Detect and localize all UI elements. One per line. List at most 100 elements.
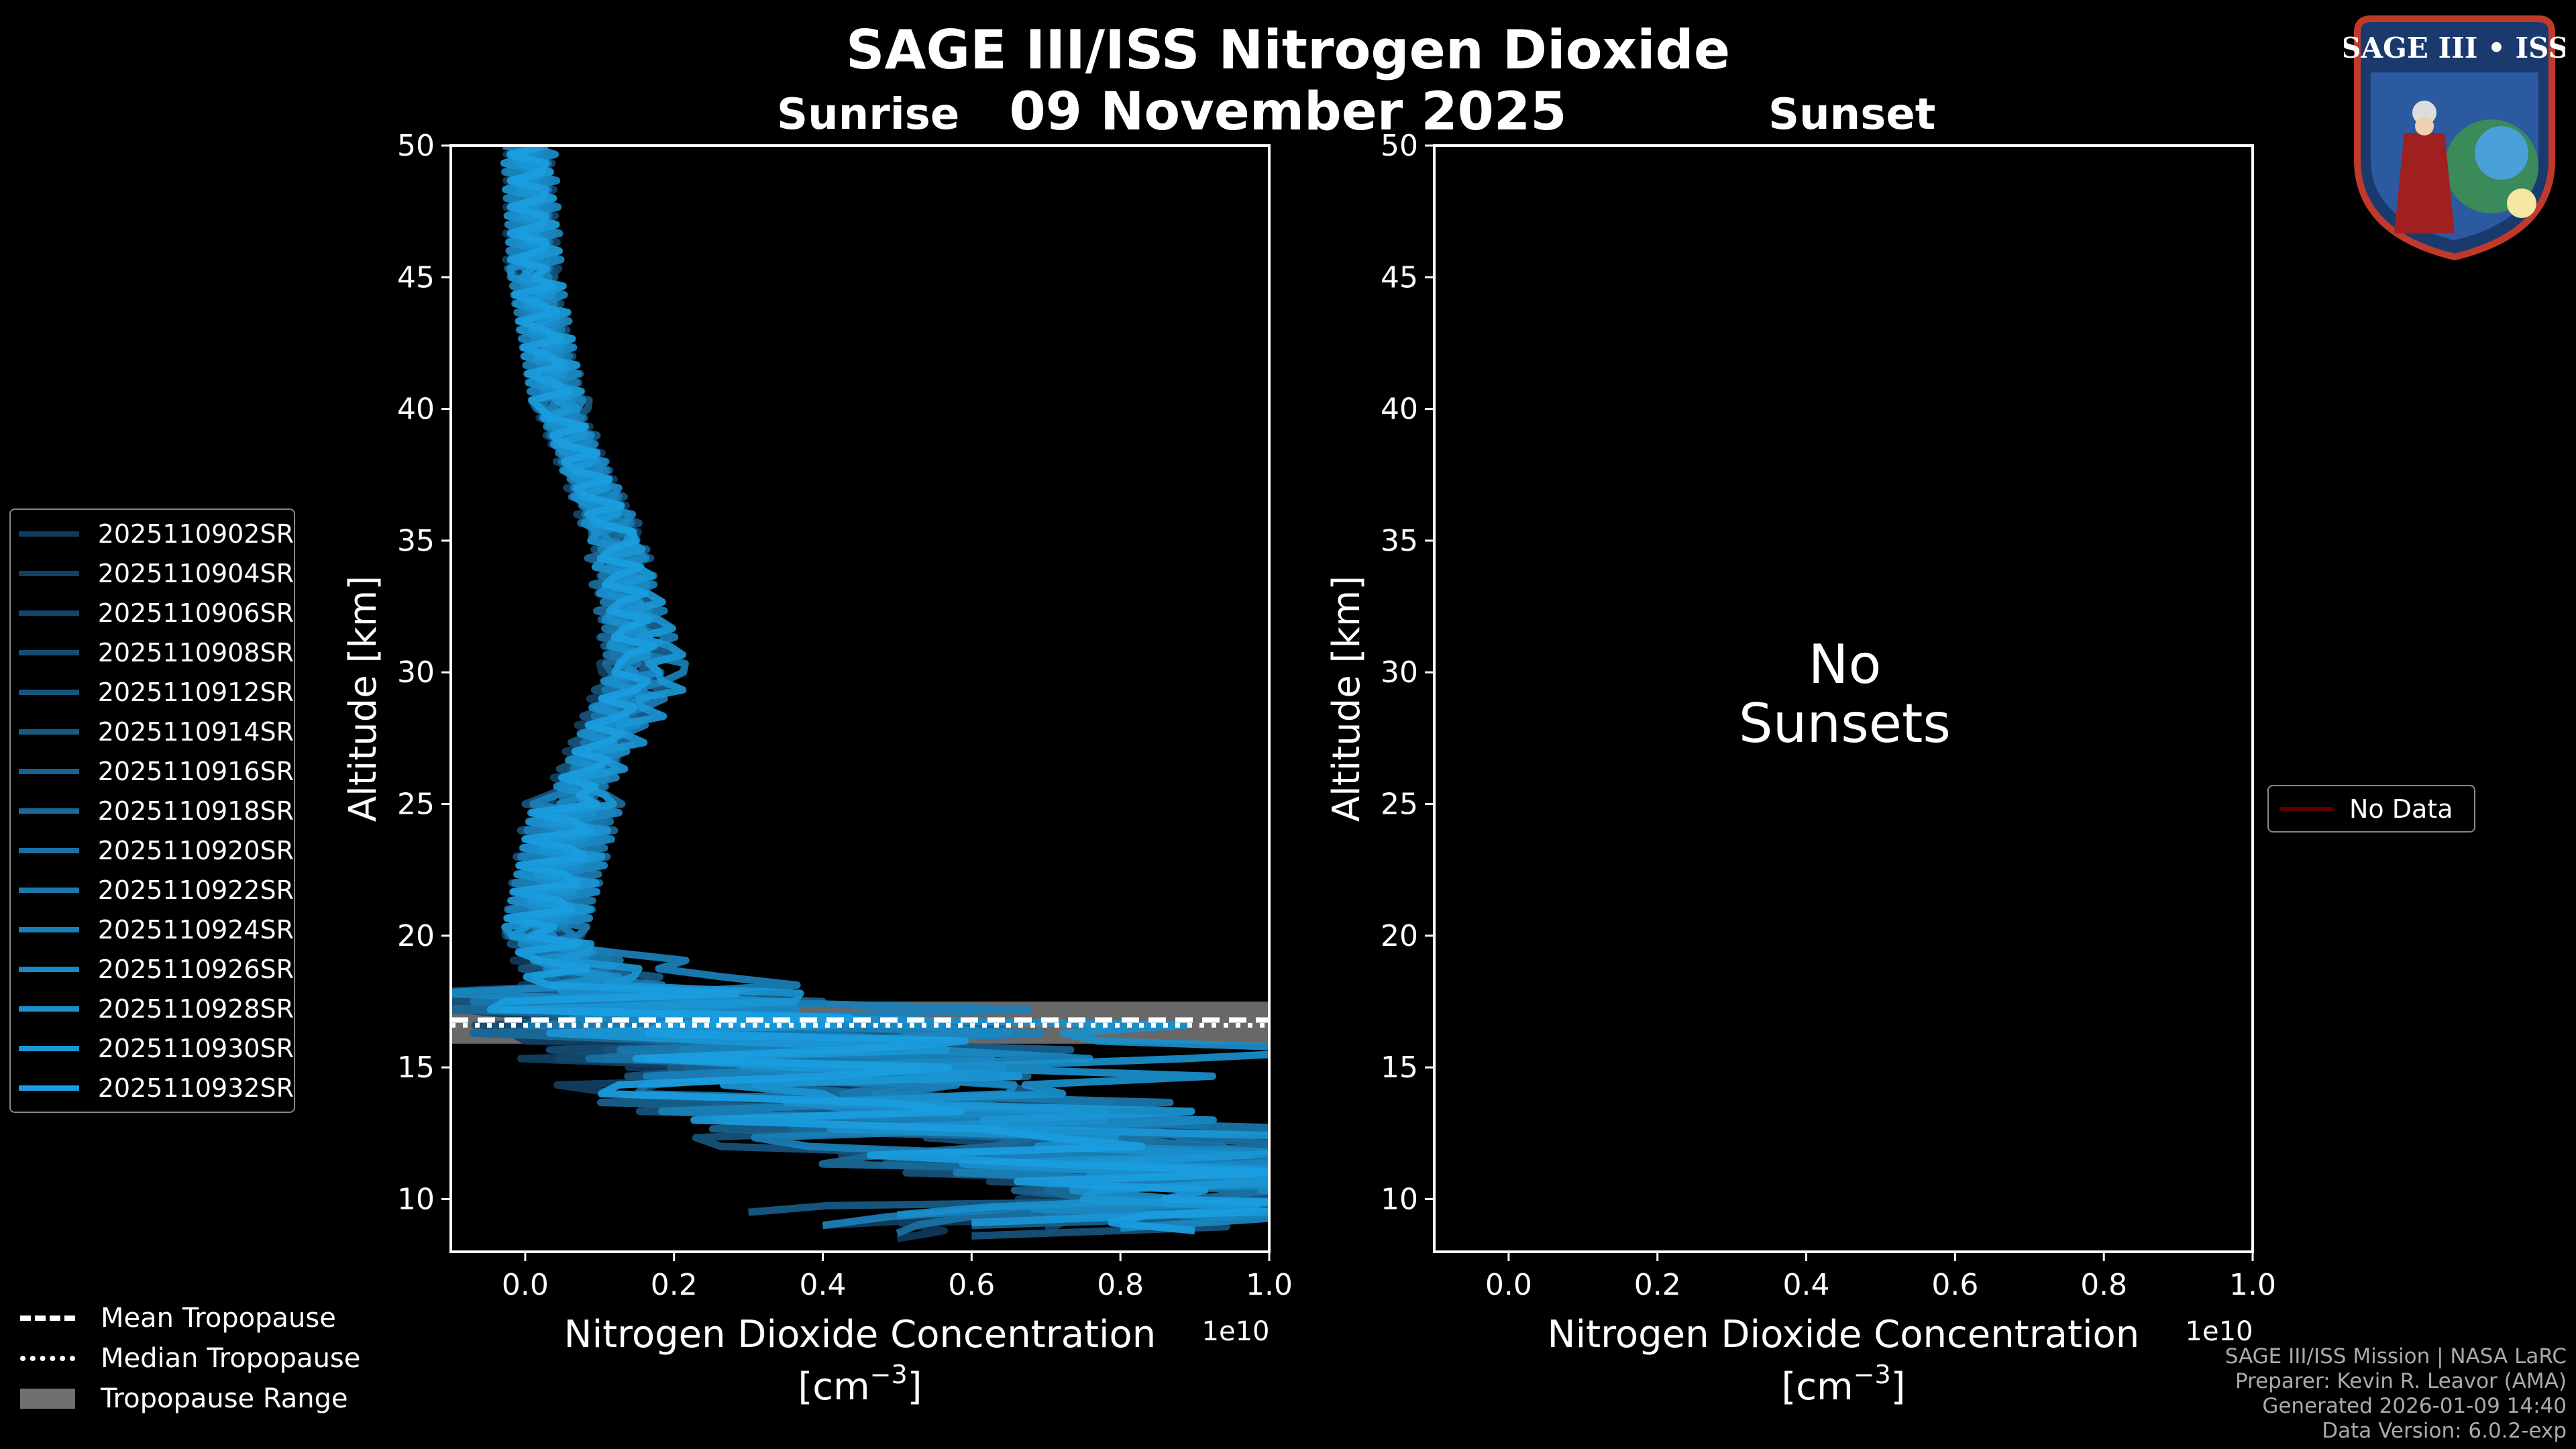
- legend-entry: 2025110906SR: [11, 593, 294, 633]
- plot-area: [451, 146, 1269, 1242]
- legend-label: 2025110914SR: [97, 716, 294, 747]
- y-tick-label: 50: [1381, 129, 1418, 163]
- legend-label: 2025110912SR: [97, 677, 294, 707]
- legend-label: 2025110906SR: [97, 598, 294, 628]
- chart-title: SAGE III/ISS Nitrogen Dioxide: [845, 19, 1731, 81]
- legend-entry: 2025110908SR: [11, 633, 294, 672]
- y-tick-label: 30: [1381, 655, 1418, 690]
- legend-label: 2025110928SR: [97, 994, 294, 1024]
- legend-line-swatch: [19, 887, 79, 893]
- legend-line-swatch: [19, 966, 79, 972]
- x-tick-label: 0.4: [1783, 1268, 1830, 1302]
- legend-entry: No Data: [2269, 789, 2474, 828]
- legend-line-swatch: [19, 1006, 79, 1012]
- legend-line-swatch: [19, 729, 79, 735]
- x-axis-label-units: [cm−3]: [798, 1360, 922, 1409]
- legend-label: 2025110930SR: [97, 1033, 294, 1063]
- range-swatch: [20, 1389, 75, 1409]
- legend-entry: 2025110926SR: [11, 949, 294, 989]
- legend-label: 2025110922SR: [97, 875, 294, 905]
- legend-label: No Data: [2349, 794, 2453, 824]
- no-sunsets-text: No: [1809, 633, 1882, 696]
- dashed-line-swatch: [20, 1316, 75, 1321]
- y-tick-label: 10: [1381, 1182, 1418, 1216]
- sunrise-panel: 10 15 20 25 30 35 40 45 50 0.0 0.2 0.4 0.6 0.8 1.0 1e10…: [341, 129, 1293, 1409]
- legend-line-swatch: [19, 768, 79, 774]
- legend-entry-range: Tropopause Range: [20, 1379, 360, 1419]
- y-tick-label: 45: [1381, 260, 1418, 294]
- profile-line-2025110932SR: [486, 146, 1269, 1235]
- legend-line-swatch: [19, 610, 79, 616]
- y-tick-label: 35: [1381, 524, 1418, 558]
- legend-line-swatch: [19, 847, 79, 853]
- x-offset-label: 1e10: [1202, 1316, 1270, 1347]
- legend-entry: 2025110922SR: [11, 870, 294, 910]
- legend-entry: 2025110928SR: [11, 989, 294, 1028]
- legend-line-swatch: [19, 649, 79, 655]
- sunset-panel: 10 15 20 25 30 35 40 45 50 0.0 0.2 0.4 0.6 0.8 1.0 1e10…: [1325, 129, 2276, 1409]
- legend-label: 2025110932SR: [97, 1073, 294, 1103]
- plot-frame: [1433, 144, 2254, 1253]
- legend-label: 2025110924SR: [97, 914, 294, 945]
- legend-label: Tropopause Range: [101, 1383, 348, 1414]
- y-tick-label: 10: [397, 1182, 435, 1216]
- y-tick-label: 35: [397, 524, 435, 558]
- credit-line: Preparer: Kevin R. Leavor (AMA): [2235, 1369, 2567, 1393]
- legend-label: 2025110916SR: [97, 756, 294, 786]
- x-tick-label: 0.4: [800, 1268, 847, 1302]
- legend-entry: 2025110914SR: [11, 712, 294, 751]
- credit-line: Generated 2026-01-09 14:40: [2262, 1394, 2567, 1418]
- legend-entry: 2025110902SR: [11, 514, 294, 553]
- legend-entry: 2025110918SR: [11, 791, 294, 830]
- legend-line-swatch: [19, 1085, 79, 1091]
- y-tick-label: 25: [1381, 788, 1418, 822]
- plot-frame: [449, 144, 1271, 1253]
- y-tick-label: 20: [397, 919, 435, 953]
- x-tick-label: 0.8: [2080, 1268, 2127, 1302]
- legend-line-swatch: [19, 926, 79, 932]
- y-tick-label: 25: [397, 788, 435, 822]
- legend-entry: 2025110930SR: [11, 1028, 294, 1068]
- credits: SAGE III/ISS Mission | NASA LaRC Prepare…: [2225, 1344, 2567, 1444]
- x-axis-label: Nitrogen Dioxide Concentration: [1548, 1313, 2140, 1356]
- legend-entry-mean: Mean Tropopause: [20, 1298, 360, 1338]
- legend-label: Median Tropopause: [101, 1343, 361, 1374]
- legend-label: 2025110926SR: [97, 954, 294, 984]
- legend-entry: 2025110904SR: [11, 553, 294, 593]
- y-tick-label: 40: [1381, 392, 1418, 427]
- x-tick-label: 0.0: [502, 1268, 549, 1302]
- legend-label: 2025110918SR: [97, 796, 294, 826]
- y-tick-label: 30: [397, 655, 435, 690]
- y-tick-label: 15: [1381, 1051, 1418, 1085]
- y-axis-label: Altitude [km]: [1325, 576, 1368, 822]
- legend-entry: 2025110912SR: [11, 672, 294, 712]
- logo-text: SAGE III • ISS: [2344, 32, 2565, 64]
- dotted-line-swatch: [20, 1356, 75, 1361]
- legend-entry: 2025110932SR: [11, 1068, 294, 1108]
- chart-date: 09 November 2025: [1009, 82, 1567, 142]
- x-tick-label: 0.2: [1634, 1268, 1681, 1302]
- x-tick-label: 1.0: [1246, 1268, 1293, 1302]
- legend-line-swatch: [19, 808, 79, 814]
- sunrise-legend: 2025110902SR 2025110904SR 2025110906SR 2025…: [9, 508, 295, 1113]
- sunset-legend: No Data: [2267, 785, 2475, 833]
- legend-label: 2025110908SR: [97, 637, 294, 667]
- credit-line: Data Version: 6.0.2-exp: [2322, 1419, 2567, 1443]
- y-tick-label: 20: [1381, 919, 1418, 953]
- legend-label: 2025110902SR: [97, 519, 294, 549]
- legend-line-swatch: [19, 570, 79, 576]
- legend-label: Mean Tropopause: [101, 1303, 336, 1334]
- legend-entry: 2025110920SR: [11, 830, 294, 870]
- y-tick-label: 15: [397, 1051, 435, 1085]
- y-tick-label: 40: [397, 392, 435, 427]
- legend-entry: 2025110924SR: [11, 910, 294, 949]
- x-tick-label: 0.0: [1485, 1268, 1532, 1302]
- legend-line-swatch: [19, 531, 79, 537]
- legend-entry-median: Median Tropopause: [20, 1338, 360, 1379]
- no-sunsets-text-line2: Sunsets: [1739, 692, 1951, 755]
- legend-line-swatch: [19, 1045, 79, 1051]
- legend-line-swatch: [2279, 806, 2333, 811]
- x-offset-label: 1e10: [2186, 1316, 2253, 1347]
- y-axis-label: Altitude [km]: [341, 576, 385, 822]
